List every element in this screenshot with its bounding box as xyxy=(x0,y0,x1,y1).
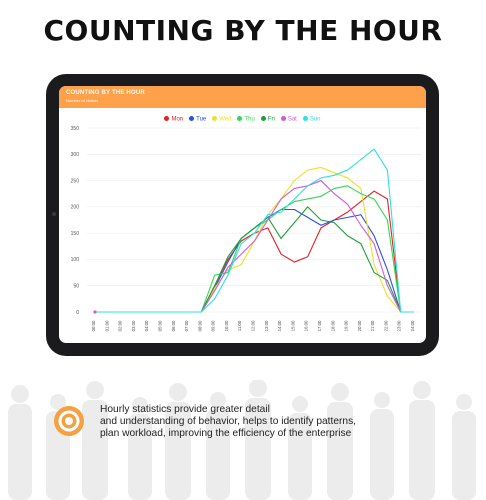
legend-item-sat[interactable]: Sat xyxy=(280,116,297,123)
legend-item-thu[interactable]: Thu xyxy=(237,116,255,123)
y-tick-label: 0 xyxy=(76,310,79,316)
x-tick-label: 20:00 xyxy=(357,320,362,331)
y-tick-label: 50 xyxy=(73,284,79,290)
y-tick-label: 200 xyxy=(71,205,80,211)
chart-title: COUNTING BY THE HOUR xyxy=(66,90,145,96)
legend-label: Mon xyxy=(171,116,184,123)
y-tick-label: 250 xyxy=(71,178,80,184)
crowd-silhouette-background xyxy=(8,380,476,500)
x-tick-label: 18:00 xyxy=(330,320,335,331)
x-tick-label: 15:00 xyxy=(290,320,295,331)
legend-marker xyxy=(212,116,218,121)
line-chart: 0 50 100 150 200 250 300 350 00:00 01:00 02:00 03:0… xyxy=(71,126,422,331)
x-tick-label: 24:00 xyxy=(410,320,415,331)
footer-line: Hourly statistics provide greater detail xyxy=(100,404,270,415)
footer-description: Hourly statistics provide greater detail… xyxy=(100,404,450,440)
legend-marker xyxy=(260,116,266,121)
legend-marker xyxy=(189,116,195,121)
series-line-thu xyxy=(95,185,414,313)
legend-item-mon[interactable]: Mon xyxy=(164,116,183,123)
legend-marker xyxy=(302,116,308,121)
tablet-camera xyxy=(52,212,56,216)
footer-line: plan workload, improving the efficiency … xyxy=(100,428,352,439)
y-tick-label: 150 xyxy=(71,231,80,237)
x-tick-label: 17:00 xyxy=(317,320,322,331)
chart-header: COUNTING BY THE HOUR Number of visitors xyxy=(59,86,426,108)
chart-screen: COUNTING BY THE HOUR Number of visitors … xyxy=(59,86,426,343)
series-line-wed xyxy=(95,166,414,313)
legend-label: Thu xyxy=(244,116,255,123)
legend-marker xyxy=(164,116,170,121)
y-tick-label: 300 xyxy=(71,152,80,158)
page-title: COUNTING BY THE HOUR xyxy=(43,14,443,47)
legend-item-wed[interactable]: Wed xyxy=(212,116,231,123)
legend-item-sun[interactable]: Sun xyxy=(302,116,321,123)
x-tick-label: 00:00 xyxy=(91,320,96,331)
x-tick-label: 02:00 xyxy=(118,320,123,331)
chart-legend: Mon Tue Wed Thu Fri Sat Sun xyxy=(59,116,426,123)
x-tick-label: 09:00 xyxy=(211,320,216,331)
series-line-tue xyxy=(95,208,414,313)
legend-label: Fri xyxy=(267,116,275,123)
x-tick-label: 10:00 xyxy=(224,320,229,331)
x-tick-label: 16:00 xyxy=(304,320,309,331)
x-tick-label: 07:00 xyxy=(184,320,189,331)
y-tick-label: 100 xyxy=(71,257,80,263)
legend-marker xyxy=(237,116,243,121)
series-line-mon xyxy=(95,190,414,313)
legend-label: Sat xyxy=(287,116,297,123)
x-tick-label: 11:00 xyxy=(237,320,242,331)
x-tick-label: 19:00 xyxy=(344,320,349,331)
legend-item-tue[interactable]: Tue xyxy=(189,116,206,123)
legend-item-fri[interactable]: Fri xyxy=(260,116,275,123)
chart-subtitle: Number of visitors xyxy=(66,98,99,103)
target-icon xyxy=(54,406,84,436)
x-tick-label: 12:00 xyxy=(251,320,256,331)
series-line-sat xyxy=(95,180,414,313)
x-tick-label: 08:00 xyxy=(197,320,202,331)
x-tick-label: 13:00 xyxy=(264,320,269,331)
x-tick-label: 21:00 xyxy=(370,320,375,331)
x-tick-label: 01:00 xyxy=(104,320,109,331)
series-line-sun xyxy=(95,148,414,313)
legend-label: Sun xyxy=(309,116,321,123)
x-tick-label: 03:00 xyxy=(131,320,136,331)
x-tick-label: 04:00 xyxy=(144,320,149,331)
legend-label: Tue xyxy=(196,116,207,123)
x-tick-label: 06:00 xyxy=(171,320,176,331)
x-tick-label: 22:00 xyxy=(383,320,388,331)
x-tick-label: 14:00 xyxy=(277,320,282,331)
legend-label: Wed xyxy=(219,116,232,123)
origin-point xyxy=(93,310,97,314)
legend-marker xyxy=(280,116,286,121)
x-tick-label: 05:00 xyxy=(157,320,162,331)
y-tick-label: 350 xyxy=(71,126,80,132)
x-tick-label: 23:00 xyxy=(397,320,402,331)
footer-line: and understanding of behavior, helps to … xyxy=(100,416,356,427)
